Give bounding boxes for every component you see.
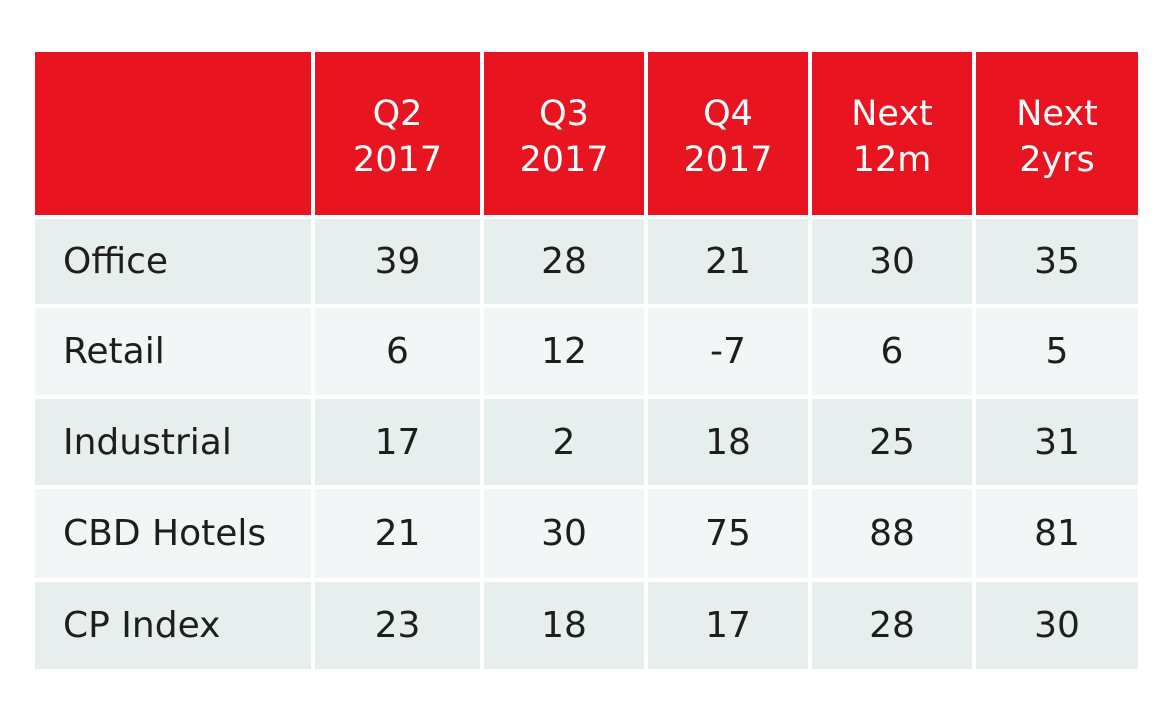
column-header-next-2yrs: Next 2yrs [976, 52, 1138, 215]
table-cell: 5 [976, 308, 1138, 395]
table-cell: 35 [976, 219, 1138, 304]
table-cell: 30 [976, 582, 1138, 669]
data-table: Q2 2017 Q3 2017 Q4 2017 Next 12m Next 2y… [35, 52, 1138, 669]
row-label-office: Office [35, 219, 311, 304]
column-header-line2: 2017 [519, 139, 609, 180]
column-header-line2: 12m [852, 139, 932, 180]
column-header-line1: Q2 [372, 93, 423, 134]
column-header-line2: 2017 [352, 139, 443, 180]
table-cell: 30 [484, 489, 644, 578]
table-cell: 28 [812, 582, 972, 669]
column-header-line1: Q3 [539, 93, 589, 134]
table-cell: 25 [812, 399, 972, 485]
header-corner-cell [35, 52, 311, 215]
row-label-cbd-hotels: CBD Hotels [35, 489, 311, 578]
table-cell: 88 [812, 489, 972, 578]
table-cell: 18 [484, 582, 644, 669]
table-cell: 81 [976, 489, 1138, 578]
table-cell: 6 [812, 308, 972, 395]
row-label-retail: Retail [35, 308, 311, 395]
row-label-cp-index: CP Index [35, 582, 311, 669]
column-header-q2-2017: Q2 2017 [315, 52, 480, 215]
column-header-q3-2017: Q3 2017 [484, 52, 644, 215]
table-cell: 75 [648, 489, 808, 578]
column-header-line1: Next [1016, 93, 1098, 134]
column-header-q4-2017: Q4 2017 [648, 52, 808, 215]
column-header-next-12m: Next 12m [812, 52, 972, 215]
table-cell: 18 [648, 399, 808, 485]
table-cell: 30 [812, 219, 972, 304]
table-cell: 31 [976, 399, 1138, 485]
table-cell: 2 [484, 399, 644, 485]
table-cell: 17 [315, 399, 480, 485]
column-header-line2: 2017 [683, 139, 773, 180]
column-header-line1: Q4 [703, 93, 753, 134]
table-cell: 23 [315, 582, 480, 669]
table-cell: 21 [648, 219, 808, 304]
table-cell: 21 [315, 489, 480, 578]
row-label-industrial: Industrial [35, 399, 311, 485]
table-cell: -7 [648, 308, 808, 395]
table-cell: 6 [315, 308, 480, 395]
column-header-line2: 2yrs [1019, 139, 1095, 180]
table-cell: 17 [648, 582, 808, 669]
column-header-line1: Next [851, 93, 933, 134]
table-cell: 28 [484, 219, 644, 304]
table-cell: 39 [315, 219, 480, 304]
table-cell: 12 [484, 308, 644, 395]
